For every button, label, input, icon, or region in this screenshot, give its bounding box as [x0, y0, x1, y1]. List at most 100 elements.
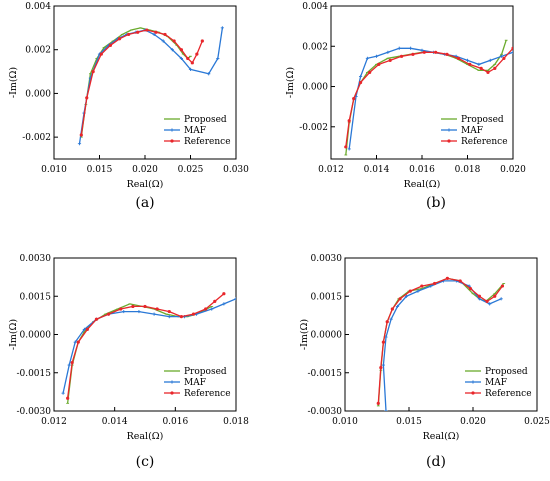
legend-label: Reference — [184, 389, 231, 399]
chart-panel-4: 0.010 0.015 0.020 0.025 -0.0030 -0.0015 0.0000… — [299, 254, 550, 442]
legend-marker-maf — [447, 128, 451, 132]
y-tick-label: 0.0015 — [311, 292, 343, 302]
panel-label: (a) — [135, 195, 154, 211]
data-point-reference — [179, 315, 183, 319]
x-tick-label: 0.015 — [87, 165, 113, 175]
y-axis-label: -Im(Ω) — [299, 319, 310, 350]
data-point-maf — [511, 50, 513, 54]
series-line-reference — [377, 277, 503, 404]
y-tick-label: 0.004 — [25, 2, 51, 12]
data-point-reference — [477, 294, 481, 298]
data-point-reference — [458, 279, 462, 283]
x-tick-label: 0.020 — [500, 165, 526, 175]
data-point-maf — [137, 309, 141, 314]
data-point-reference — [388, 58, 392, 62]
data-point-reference — [381, 340, 385, 344]
data-point-reference — [154, 30, 158, 34]
series-line-maf — [348, 47, 513, 149]
data-point-maf — [500, 54, 504, 58]
data-point-reference — [107, 312, 111, 316]
legend-marker-reference — [471, 391, 475, 395]
data-point-reference — [493, 66, 497, 71]
x-tick-label: 0.016 — [162, 417, 188, 427]
data-point-maf — [404, 294, 409, 298]
data-point-reference — [399, 54, 404, 58]
data-point-maf — [122, 309, 126, 314]
data-point-reference — [76, 340, 80, 344]
data-point-reference — [500, 284, 505, 288]
y-tick-label: 0.0015 — [20, 292, 52, 302]
x-tick-label: 0.025 — [178, 165, 204, 175]
data-point-maf — [179, 56, 183, 61]
legend-label: Reference — [485, 389, 532, 399]
data-point-maf — [499, 297, 503, 301]
data-point-maf — [488, 302, 492, 306]
panel-label: (d) — [426, 454, 446, 470]
x-tick-label: 0.012 — [41, 417, 67, 427]
x-tick-label: 0.025 — [524, 417, 550, 427]
x-axis-label: Real(Ω) — [404, 179, 441, 190]
data-point-reference — [376, 401, 380, 405]
y-tick-label: 0.0000 — [311, 331, 343, 341]
chart-panel-3: 0.012 0.014 0.016 0.018 -0.0030 -0.0015 0.0000… — [8, 254, 249, 442]
data-point-reference — [191, 312, 196, 316]
x-tick-label: 0.030 — [223, 165, 249, 175]
series-line-reference — [66, 293, 225, 399]
x-tick-label: 0.018 — [223, 417, 249, 427]
legend-label: Proposed — [184, 115, 227, 125]
data-point-reference — [190, 61, 194, 65]
data-point-maf — [465, 58, 470, 62]
data-point-maf — [82, 327, 86, 331]
panel-label: (c) — [136, 454, 155, 470]
data-point-reference — [352, 97, 356, 101]
data-point-reference — [213, 299, 217, 303]
data-point-maf — [395, 304, 400, 309]
legend-marker-maf — [170, 380, 174, 384]
data-point-reference — [420, 284, 424, 288]
panel-label: (b) — [426, 195, 446, 211]
data-point-reference — [143, 304, 147, 309]
data-point-reference — [433, 281, 437, 286]
data-point-maf — [152, 32, 156, 37]
y-axis-label: -Im(Ω) — [8, 319, 19, 350]
data-point-reference — [511, 46, 513, 50]
x-tick-label: 0.020 — [132, 165, 158, 175]
data-point-maf — [216, 56, 220, 61]
data-point-reference — [390, 307, 394, 311]
data-point-reference — [66, 396, 70, 400]
data-point-reference — [411, 52, 415, 56]
legend-label: Proposed — [485, 367, 528, 377]
data-point-reference — [131, 304, 135, 309]
data-point-reference — [117, 37, 122, 41]
data-point-maf — [207, 72, 211, 76]
data-point-maf — [429, 284, 433, 288]
data-point-reference — [222, 292, 226, 296]
data-point-maf — [234, 297, 236, 301]
data-point-reference — [377, 62, 381, 66]
data-point-reference — [94, 317, 99, 321]
data-point-reference — [479, 66, 483, 71]
y-axis-label: -Im(Ω) — [285, 67, 296, 98]
data-point-reference — [485, 299, 489, 303]
data-point-reference — [172, 39, 176, 43]
data-point-maf — [381, 363, 385, 367]
x-tick-label: 0.010 — [41, 165, 67, 175]
y-tick-label: 0.002 — [302, 42, 328, 52]
y-tick-label: 0.002 — [25, 46, 51, 56]
data-point-maf — [488, 58, 492, 62]
legend-label: Reference — [461, 137, 508, 147]
data-point-reference — [195, 52, 199, 56]
data-point-maf — [397, 46, 401, 50]
data-point-maf — [152, 312, 156, 316]
y-tick-label: -0.0015 — [307, 369, 342, 379]
x-axis-label: Real(Ω) — [127, 431, 164, 442]
data-point-maf — [386, 50, 390, 54]
legend-label: Reference — [184, 137, 231, 147]
data-point-reference — [179, 48, 183, 52]
data-point-maf — [222, 302, 226, 306]
data-point-reference — [119, 307, 123, 311]
x-tick-label: 0.015 — [396, 417, 422, 427]
legend-marker-maf — [170, 128, 174, 132]
